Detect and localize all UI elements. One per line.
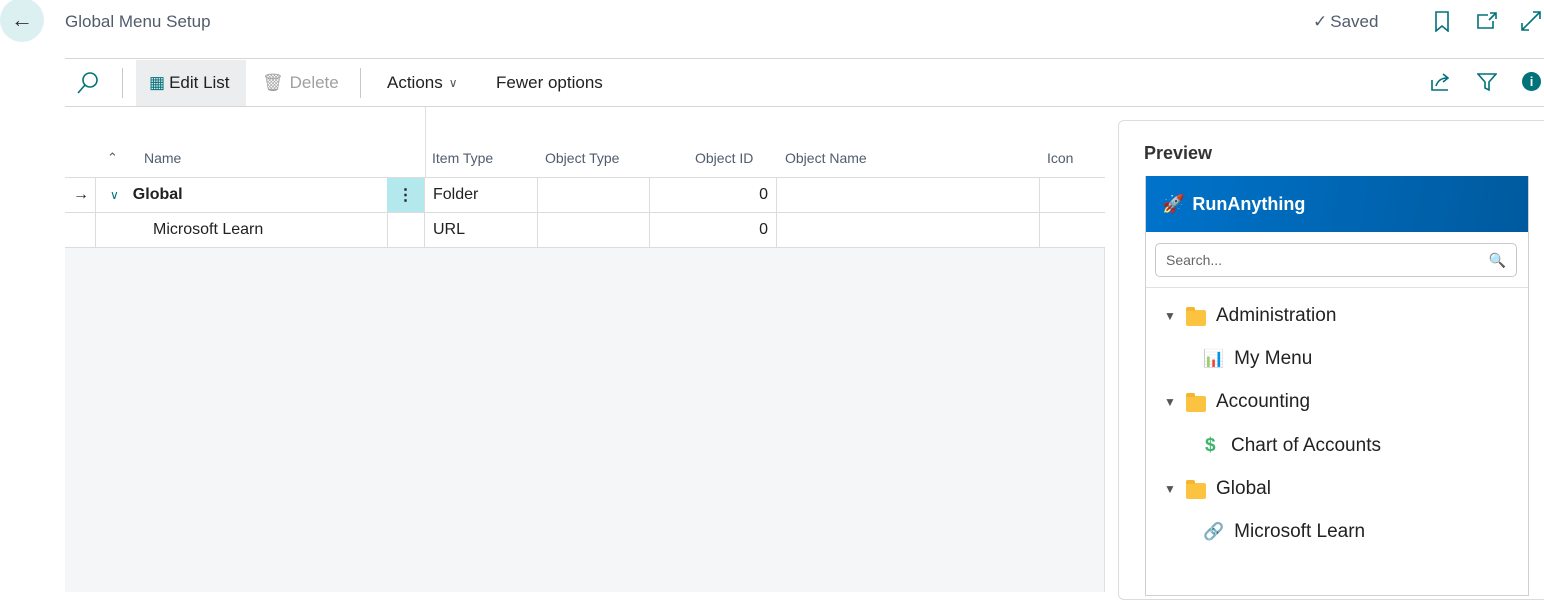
- tree-item-microsoft-learn[interactable]: 🔗 Microsoft Learn: [1203, 521, 1366, 542]
- preview-search-input[interactable]: Search... 🔍: [1155, 243, 1517, 277]
- tree-item-my-menu[interactable]: 📊 My Menu: [1203, 348, 1313, 369]
- table-row[interactable]: → ∨ Global ⋮ Folder 0: [65, 177, 1105, 213]
- bookmark-icon[interactable]: [1434, 11, 1450, 32]
- tree-folder-global[interactable]: ▼ Global: [1164, 478, 1271, 499]
- column-header-object-id[interactable]: Object ID: [695, 150, 754, 166]
- filter-icon[interactable]: [1477, 72, 1497, 92]
- triangle-down-icon[interactable]: ▼: [1164, 395, 1176, 409]
- info-icon[interactable]: i: [1522, 72, 1541, 91]
- dollar-icon: $: [1205, 435, 1216, 456]
- open-new-window-icon[interactable]: [1476, 11, 1498, 31]
- column-header-icon[interactable]: Icon: [1047, 150, 1074, 166]
- preview-label: Preview: [1144, 143, 1213, 163]
- delete-button[interactable]: 🗑 Delete: [262, 73, 339, 92]
- collapse-all-icon[interactable]: ⌃: [107, 150, 118, 165]
- back-button[interactable]: ←: [0, 0, 44, 42]
- chevron-down-icon: ∨: [448, 76, 458, 90]
- column-header-item-type[interactable]: Item Type: [432, 150, 494, 166]
- triangle-down-icon[interactable]: ▼: [1164, 309, 1176, 323]
- column-header-object-type[interactable]: Object Type: [545, 150, 620, 166]
- magnifier-icon: 🔍: [1488, 251, 1506, 268]
- expand-icon[interactable]: [1520, 10, 1542, 32]
- tree-item-chart-of-accounts[interactable]: $ Chart of Accounts: [1205, 435, 1381, 456]
- rocket-icon: 🚀: [1162, 193, 1185, 214]
- actions-menu[interactable]: Actions ∨: [387, 73, 458, 92]
- page-title: Global Menu Setup: [65, 12, 211, 31]
- saved-status: ✓ Saved: [1313, 12, 1379, 31]
- edit-list-button[interactable]: ▦ Edit List: [136, 60, 246, 106]
- link-icon: 🔗: [1203, 522, 1225, 541]
- row-selected-arrow-icon: →: [65, 178, 96, 212]
- fewer-options-button[interactable]: Fewer options: [496, 73, 603, 92]
- tree-folder-accounting[interactable]: ▼ Accounting: [1164, 391, 1311, 412]
- folder-icon: [1186, 480, 1206, 499]
- column-header-object-name[interactable]: Object Name: [785, 150, 867, 166]
- preview-app-header: 🚀 RunAnything: [1146, 176, 1528, 232]
- edit-table-icon: ▦: [149, 73, 166, 92]
- column-header-name[interactable]: Name: [144, 150, 182, 166]
- table-row[interactable]: Microsoft Learn URL 0: [65, 213, 1105, 248]
- arrow-left-icon: ←: [11, 7, 33, 32]
- folder-icon: [1186, 307, 1206, 326]
- tree-folder-administration[interactable]: ▼ Administration: [1164, 305, 1337, 326]
- chevron-down-icon[interactable]: ∨: [110, 188, 119, 202]
- search-icon[interactable]: [76, 71, 100, 95]
- triangle-down-icon[interactable]: ▼: [1164, 482, 1176, 496]
- check-icon: ✓: [1313, 12, 1328, 31]
- folder-icon: [1186, 393, 1206, 412]
- row-menu-button[interactable]: ⋮: [387, 178, 425, 212]
- trash-icon: 🗑: [262, 73, 284, 92]
- bar-chart-icon: 📊: [1203, 349, 1225, 368]
- share-icon[interactable]: [1430, 72, 1452, 92]
